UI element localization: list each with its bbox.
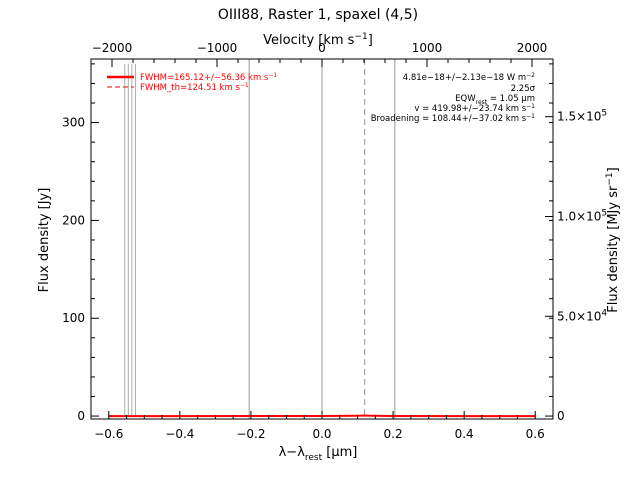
- x-tick-label-3: 0.0: [312, 427, 331, 441]
- right-tick-label-0: 0: [557, 409, 565, 423]
- top-x-axis-label: Velocity [km s−1]: [263, 32, 373, 48]
- top-tick-label-2: 0: [318, 41, 326, 55]
- x-tick-label-0: −0.6: [94, 427, 123, 441]
- top-tick-label-0: −2000: [92, 41, 133, 55]
- y-axis-label: Flux density [Jy]: [37, 188, 52, 293]
- data-spikes: [124, 63, 136, 417]
- right-tick-label-1: 5.0×104: [557, 308, 607, 323]
- fit-annotations: 4.81e−18+/−2.13e−18 W m−2 2.25σ EQWrest …: [371, 72, 536, 124]
- legend-fwhm-label: FWHM=165.12+/−56.36 km s−1: [140, 72, 277, 83]
- legend: FWHM=165.12+/−56.36 km s−1 FWHM_th=124.5…: [107, 72, 277, 93]
- annotation-eqw: EQWrest = 1.05 μm: [455, 94, 535, 106]
- legend-fwhm-th-label: FWHM_th=124.51 km s−1: [140, 82, 249, 93]
- axis-ticks: −0.6 −0.4 −0.2 0.0 0.2 0.4 0.6 0 100 200 300 −2000 −…: [62, 41, 607, 441]
- y-tick-label-1: 100: [62, 311, 85, 325]
- top-tick-label-3: 1000: [412, 41, 443, 55]
- x-tick-label-2: −0.2: [236, 427, 265, 441]
- right-tick-label-2: 1.0×105: [557, 209, 607, 224]
- right-tick-label-3: 1.5×105: [557, 109, 607, 124]
- right-y-axis-label: Flux density [MJy sr−1]: [605, 167, 621, 312]
- y-tick-label-3: 300: [62, 116, 85, 130]
- x-tick-label-6: 0.6: [526, 427, 545, 441]
- x-tick-label-1: −0.4: [165, 427, 194, 441]
- x-tick-label-5: 0.4: [455, 427, 474, 441]
- annotation-snr: 2.25σ: [511, 84, 536, 94]
- annotation-broadening: Broadening = 108.44+/−37.02 km s−1: [371, 113, 535, 124]
- x-axis-label: λ−λrest [μm]: [279, 445, 358, 463]
- top-tick-label-1: −1000: [197, 41, 238, 55]
- annotation-velocity: v = 419.98+/−23.74 km s−1: [414, 103, 535, 114]
- chart-title: OIII88, Raster 1, spaxel (4,5): [218, 7, 418, 23]
- annotation-flux: 4.81e−18+/−2.13e−18 W m−2: [403, 72, 535, 83]
- y-tick-label-2: 200: [62, 213, 85, 227]
- y-tick-label-0: 0: [77, 409, 85, 423]
- marker-lines: [248, 59, 396, 419]
- top-tick-label-4: 2000: [517, 41, 548, 55]
- x-tick-label-4: 0.2: [384, 427, 403, 441]
